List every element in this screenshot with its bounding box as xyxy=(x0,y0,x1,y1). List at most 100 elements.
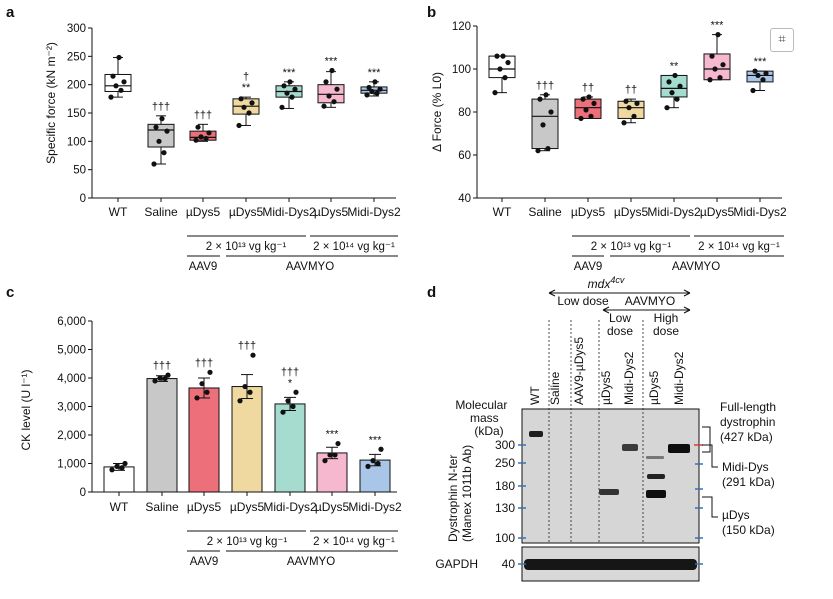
data-point xyxy=(193,137,199,143)
data-point xyxy=(289,94,295,100)
data-point xyxy=(709,53,715,59)
significance-label: †† xyxy=(625,84,637,96)
panel-c-vector-aavmyo: AAVMYO xyxy=(287,556,335,568)
panel-c-dose-low: 2 × 10¹³ vg kg⁻¹ xyxy=(207,536,288,548)
data-point xyxy=(322,458,328,464)
lane-label-midi-low: Midi-Dys2 xyxy=(622,351,636,405)
box-1 xyxy=(147,123,175,148)
blot-mass-title: Molecular mass (kDa) xyxy=(455,398,510,438)
marker-300: 300 xyxy=(495,438,515,452)
panel-a-xlabels: WT Saline µDys5 µDys5 Midi-Dys2 µDys5 Mi… xyxy=(109,205,401,219)
panel-c-cat-midi-high: Midi-Dys2 xyxy=(348,500,402,514)
data-point xyxy=(110,73,116,79)
panel-d: d mdx4cv Low dose AAVMYO Low dose High dos… xyxy=(427,275,776,582)
data-point xyxy=(165,372,171,378)
marker-40: 40 xyxy=(502,557,516,571)
panel-c-letter: c xyxy=(6,284,14,301)
panel-b-vector-aav9: AAV9 xyxy=(574,261,603,273)
panel-a-plot: ††† ††† **† *** *** *** xyxy=(104,54,388,167)
panel-d-letter: d xyxy=(427,284,436,301)
lane-label-udys5-low: µDys5 xyxy=(599,370,613,405)
data-point xyxy=(161,150,167,156)
data-point xyxy=(372,79,378,85)
panel-c-yaxis: 0 1,000 2,000 3,000 4,000 5,000 6,000 xyxy=(57,316,397,499)
bar-0 xyxy=(103,466,135,493)
data-point xyxy=(502,75,508,81)
data-point xyxy=(203,135,209,142)
ytick-label: 0 xyxy=(80,193,86,205)
data-point xyxy=(666,79,672,85)
data-point xyxy=(369,88,375,95)
data-point xyxy=(712,66,718,72)
data-point xyxy=(505,59,511,66)
data-point xyxy=(195,124,201,130)
lane-label-saline: Saline xyxy=(548,371,562,405)
ytick-label: 100 xyxy=(452,64,471,76)
bar-4 xyxy=(274,403,306,493)
ytick-label: 60 xyxy=(458,150,471,162)
data-point xyxy=(370,458,376,464)
blot-annotations: Full-length dystrophin (427 kDa) Midi-Dy… xyxy=(702,400,776,537)
ytick-label: 0 xyxy=(80,487,86,499)
blot-low-dose-top: Low dose xyxy=(557,294,609,308)
blot-high-dose: High dose xyxy=(653,311,679,338)
data-point xyxy=(578,115,584,122)
panel-b-cat-midi-low: Midi-Dys2 xyxy=(647,205,701,219)
ytick-label: 200 xyxy=(67,80,86,92)
data-point xyxy=(241,104,247,110)
data-point xyxy=(152,378,158,384)
data-point xyxy=(198,134,204,140)
ytick-label: 80 xyxy=(458,107,471,119)
significance-label: *** xyxy=(283,67,297,79)
data-point xyxy=(153,124,159,130)
lane-label-midi-high: Midi-Dys2 xyxy=(672,351,686,405)
data-point xyxy=(674,96,680,102)
panel-a-dose-high: 2 × 10¹⁴ vg kg⁻¹ xyxy=(313,241,395,253)
data-point xyxy=(365,463,371,469)
ytick-label: 300 xyxy=(67,23,86,35)
data-point xyxy=(237,398,243,404)
data-point xyxy=(535,148,541,154)
band-midi-high xyxy=(668,444,690,453)
data-point xyxy=(497,66,503,72)
blot-gapdh-label: GAPDH xyxy=(435,557,478,571)
data-point xyxy=(281,83,287,89)
significance-label: †† xyxy=(582,82,594,94)
significance-label: † xyxy=(243,71,249,83)
data-point xyxy=(279,104,285,110)
expand-figure-icon[interactable]: ⌗ xyxy=(770,28,794,52)
data-point xyxy=(329,67,335,74)
data-point xyxy=(537,96,543,102)
panel-c-xlabels: WT Saline µDys5 µDys5 Midi-Dys2 µDys5 Mi… xyxy=(110,500,402,514)
blot-membrane xyxy=(521,408,700,544)
data-point xyxy=(623,98,629,104)
panel-b-ylabel: Δ Force (% L0) xyxy=(430,72,444,152)
data-point xyxy=(206,130,212,136)
data-point xyxy=(114,463,120,469)
data-point xyxy=(374,90,380,96)
data-point xyxy=(290,403,296,410)
panel-a-cat-saline: Saline xyxy=(144,205,178,219)
marker-180: 180 xyxy=(495,479,515,493)
ytick-label: 1,000 xyxy=(57,459,86,471)
data-point xyxy=(621,120,627,126)
significance-label: ††† xyxy=(195,357,213,369)
data-point xyxy=(583,107,589,113)
data-point xyxy=(500,53,506,59)
data-point xyxy=(545,145,551,152)
data-point xyxy=(242,383,248,390)
data-point xyxy=(323,79,329,85)
panel-b-dose-low: 2 × 10¹³ vg kg⁻¹ xyxy=(591,241,672,253)
panel-a-cat-udys5-low: µDys5 xyxy=(229,205,264,219)
lane-label-aav9-udys5: AAV9-µDys5 xyxy=(572,337,586,405)
data-point xyxy=(580,96,586,102)
data-point xyxy=(162,375,168,382)
panel-c-cat-udys5-aav9: µDys5 xyxy=(187,500,222,514)
marker-100: 100 xyxy=(495,531,515,545)
data-point xyxy=(327,452,333,458)
data-point xyxy=(285,398,291,404)
bar-2 xyxy=(188,387,220,493)
data-point xyxy=(494,53,500,59)
